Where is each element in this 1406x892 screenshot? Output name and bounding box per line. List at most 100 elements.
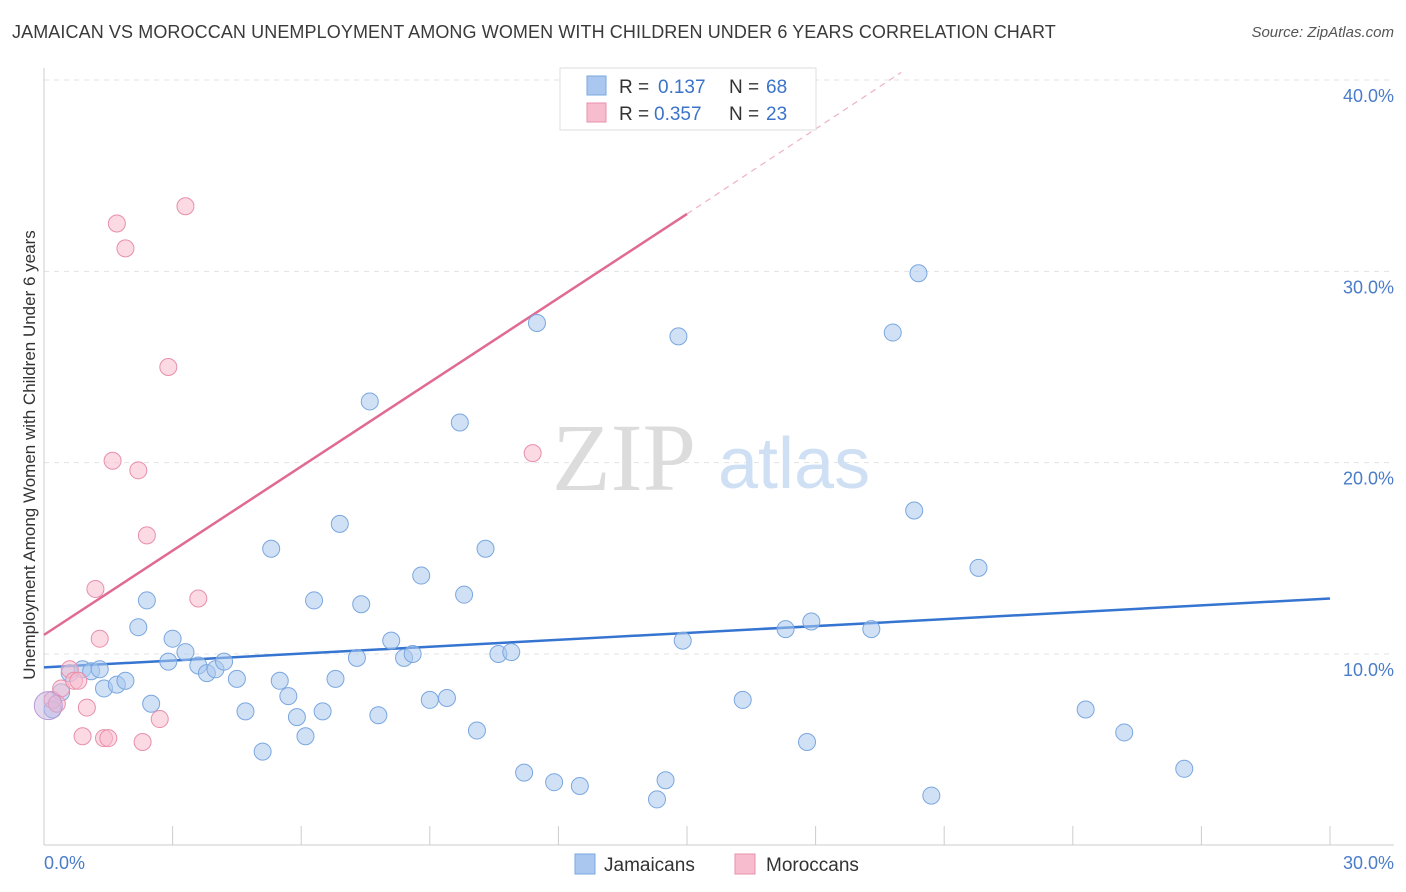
- trend-lines: [43, 71, 1331, 669]
- data-point-jamaicans: [437, 689, 456, 708]
- legend-n-label: N =: [729, 104, 759, 125]
- data-point-jamaicans: [905, 501, 924, 520]
- data-point-jamaicans: [656, 771, 675, 790]
- y-axis-label: Unemployment Among Women with Children U…: [20, 230, 39, 679]
- x-tick-labels: 0.0% 30.0%: [44, 853, 1394, 873]
- data-point-jamaicans: [116, 671, 135, 690]
- legend-r-value: 0.137: [658, 77, 706, 98]
- data-point-jamaicans: [969, 558, 988, 577]
- data-point-moroccans: [189, 589, 208, 608]
- data-point-jamaicans: [909, 264, 928, 283]
- y-tick-labels: 10.0% 20.0% 30.0% 40.0%: [1343, 86, 1394, 680]
- bottom-legend-swatch-moroccans: [734, 853, 756, 875]
- data-point-jamaicans: [326, 669, 345, 688]
- legend-r-value: 0.357: [654, 104, 702, 125]
- data-points: [33, 197, 1194, 809]
- y-tick-label: 30.0%: [1343, 277, 1394, 297]
- data-point-moroccans: [150, 710, 169, 729]
- chart-title: JAMAICAN VS MOROCCAN UNEMPLOYMENT AMONG …: [12, 22, 1056, 42]
- data-point-jamaicans: [476, 539, 495, 558]
- data-point-jamaicans: [776, 620, 795, 639]
- y-tick-label: 10.0%: [1343, 660, 1394, 680]
- legend-swatch-jamaicans: [586, 75, 607, 96]
- bottom-legend-label-moroccans: Moroccans: [766, 855, 859, 876]
- x-tick-label-min: 0.0%: [44, 853, 85, 873]
- data-point-jamaicans: [262, 539, 281, 558]
- data-point-cluster: [33, 691, 63, 721]
- data-point-jamaicans: [450, 413, 469, 432]
- data-point-moroccans: [116, 239, 135, 258]
- data-point-jamaicans: [313, 702, 332, 721]
- data-point-jamaicans: [270, 671, 289, 690]
- data-point-moroccans: [137, 526, 156, 545]
- data-point-jamaicans: [330, 514, 349, 533]
- data-point-jamaicans: [215, 652, 234, 671]
- data-point-jamaicans: [347, 648, 366, 667]
- data-point-jamaicans: [382, 631, 401, 650]
- bottom-legend: Jamaicans Moroccans: [574, 853, 859, 876]
- data-point-jamaicans: [1115, 723, 1134, 742]
- y-tick-label: 40.0%: [1343, 86, 1394, 106]
- data-point-jamaicans: [305, 591, 324, 610]
- data-point-jamaicans: [455, 585, 474, 604]
- data-point-jamaicans: [287, 708, 306, 727]
- data-point-jamaicans: [236, 702, 255, 721]
- data-point-moroccans: [523, 444, 542, 463]
- data-point-jamaicans: [176, 643, 195, 662]
- chart-source: Source: ZipAtlas.com: [1251, 24, 1394, 41]
- data-point-jamaicans: [352, 595, 371, 614]
- legend-r-label: R =: [619, 104, 649, 125]
- data-point-moroccans: [69, 671, 88, 690]
- data-point-jamaicans: [1175, 759, 1194, 778]
- data-point-jamaicans: [570, 777, 589, 796]
- data-point-jamaicans: [883, 323, 902, 342]
- data-point-moroccans: [159, 358, 178, 376]
- data-point-jamaicans: [420, 690, 439, 709]
- legend-r-label: R =: [619, 77, 649, 98]
- watermark: ZIP atlas: [552, 404, 870, 511]
- data-point-jamaicans: [159, 652, 178, 671]
- data-point-jamaicans: [129, 618, 148, 637]
- legend-swatch-moroccans: [586, 102, 607, 123]
- data-point-jamaicans: [673, 631, 692, 650]
- data-point-jamaicans: [403, 645, 422, 663]
- watermark-atlas: atlas: [718, 424, 870, 504]
- data-point-jamaicans: [862, 620, 881, 639]
- data-point-jamaicans: [527, 313, 546, 332]
- data-point-jamaicans: [502, 643, 521, 662]
- data-point-moroccans: [107, 214, 126, 233]
- data-point-jamaicans: [515, 763, 534, 782]
- data-point-jamaicans: [360, 392, 379, 411]
- axes: [43, 68, 1394, 846]
- data-point-jamaicans: [1076, 700, 1095, 719]
- data-point-moroccans: [77, 698, 96, 717]
- data-point-jamaicans: [647, 790, 666, 809]
- data-point-jamaicans: [412, 566, 431, 585]
- data-point-jamaicans: [296, 727, 315, 746]
- legend-n-value: 68: [766, 77, 787, 98]
- data-point-jamaicans: [142, 694, 161, 713]
- trend-line-extension-moroccans: [686, 71, 902, 215]
- data-point-jamaicans: [369, 706, 388, 725]
- data-point-jamaicans: [798, 733, 817, 752]
- data-point-moroccans: [176, 197, 195, 216]
- bottom-legend-label-jamaicans: Jamaicans: [604, 855, 695, 876]
- grid-lines: [44, 79, 1394, 655]
- data-point-jamaicans: [253, 742, 272, 761]
- x-tick-label-max: 30.0%: [1343, 853, 1394, 873]
- data-point-moroccans: [86, 579, 105, 598]
- data-point-jamaicans: [669, 327, 688, 346]
- data-point-moroccans: [90, 629, 109, 648]
- legend-n-label: N =: [729, 77, 759, 98]
- data-point-moroccans: [73, 727, 92, 746]
- watermark-zip: ZIP: [552, 404, 696, 511]
- data-point-jamaicans: [733, 690, 752, 709]
- y-tick-label: 20.0%: [1343, 469, 1394, 489]
- data-point-moroccans: [103, 451, 122, 470]
- bottom-legend-swatch-jamaicans: [574, 853, 596, 875]
- data-point-jamaicans: [802, 612, 821, 631]
- data-point-jamaicans: [279, 687, 298, 706]
- legend-n-value: 23: [766, 104, 787, 125]
- trend-line-moroccans: [43, 212, 688, 636]
